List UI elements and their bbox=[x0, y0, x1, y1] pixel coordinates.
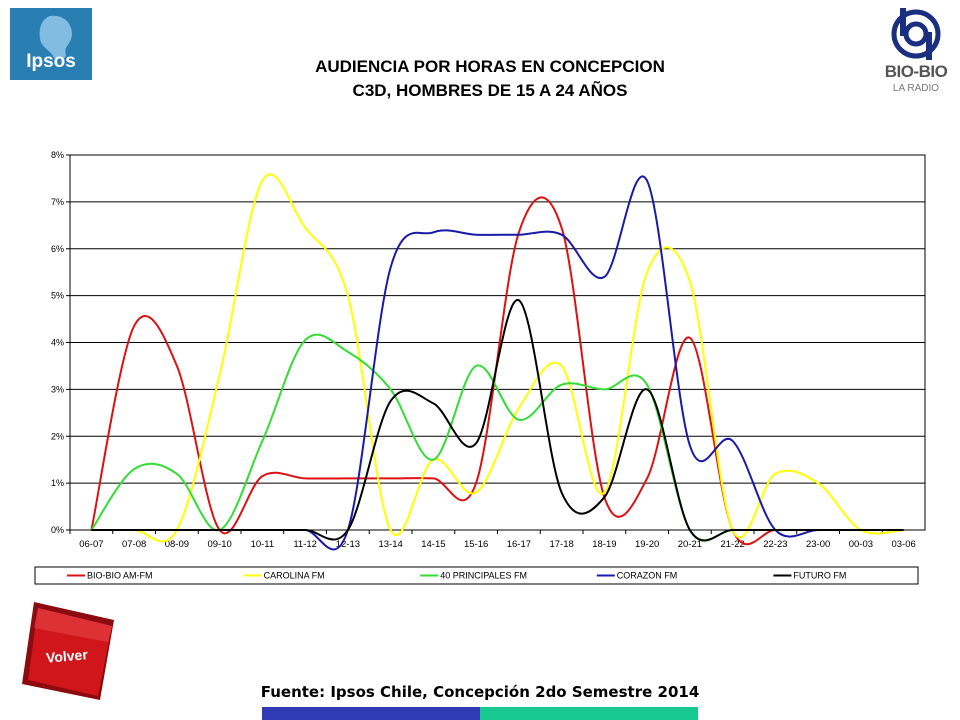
x-tick-label: 22-23 bbox=[763, 539, 787, 550]
legend-box bbox=[34, 566, 919, 585]
x-tick-label: 10-11 bbox=[251, 539, 275, 550]
y-tick-label: 3% bbox=[51, 384, 64, 394]
x-tick-label: 00-03 bbox=[849, 539, 873, 550]
volver-shape-icon bbox=[22, 602, 114, 700]
chart-title-block: AUDIENCIA POR HORAS EN CONCEPCION C3D, H… bbox=[220, 55, 760, 103]
ipsos-logo: Ipsos bbox=[10, 8, 92, 80]
legend: BIO-BIO AM-FM CAROLINA FM 40 PRINCIPALES F… bbox=[34, 566, 919, 585]
biobio-logo-subtext: LA RADIO bbox=[892, 83, 940, 94]
x-tick-label: 18-19 bbox=[592, 539, 616, 550]
x-tick-label: 23-00 bbox=[806, 539, 830, 550]
y-tick-label: 6% bbox=[51, 244, 64, 254]
y-tick-label: 1% bbox=[51, 478, 64, 488]
x-axis: 06-07 07-08 08-09 09-10 10-11 11-12 12-13 13-14… bbox=[69, 530, 916, 550]
footer-bar-right bbox=[480, 707, 698, 720]
legend-label: BIO-BIO AM-FM bbox=[87, 571, 153, 581]
legend-label: FUTURO FM bbox=[793, 571, 846, 581]
x-tick-label: 19-20 bbox=[635, 539, 659, 550]
y-tick-label: 5% bbox=[51, 291, 64, 301]
footer-bar-left bbox=[262, 707, 480, 720]
source-note: Fuente: Ipsos Chile, Concepción 2do Seme… bbox=[260, 683, 700, 701]
series-line-5 bbox=[91, 299, 904, 542]
y-axis: 0% 1% 2% 3% 4% 5% 6% 7% 8% bbox=[51, 150, 70, 535]
ipsos-head-icon bbox=[39, 15, 72, 59]
x-tick-label: 07-08 bbox=[122, 539, 146, 550]
y-tick-label: 8% bbox=[51, 150, 64, 160]
y-tick-label: 0% bbox=[51, 525, 64, 535]
y-tick-label: 2% bbox=[51, 431, 64, 441]
x-tick-label: 16-17 bbox=[507, 539, 531, 550]
x-tick-label: 12-13 bbox=[336, 539, 360, 550]
x-tick-label: 21-22 bbox=[720, 539, 744, 550]
x-tick-label: 13-14 bbox=[378, 539, 402, 550]
x-tick-label: 09-10 bbox=[207, 539, 231, 550]
x-tick-label: 03-06 bbox=[891, 539, 915, 550]
biobio-logo-text: BIO-BIO bbox=[884, 62, 948, 81]
x-tick-label: 20-21 bbox=[678, 539, 702, 550]
chart-title: AUDIENCIA POR HORAS EN CONCEPCION bbox=[315, 57, 665, 76]
series-line-2 bbox=[91, 173, 904, 543]
chart-subtitle: C3D, HOMBRES DE 15 A 24 AÑOS bbox=[352, 81, 628, 100]
x-tick-label: 08-09 bbox=[165, 539, 189, 550]
legend-label: CORAZON FM bbox=[617, 571, 678, 581]
legend-label: 40 PRINCIPALES FM bbox=[440, 571, 527, 581]
biobio-emblem-icon bbox=[891, 8, 941, 60]
x-tick-label: 11-12 bbox=[293, 539, 317, 550]
volver-button[interactable]: Volver bbox=[22, 602, 122, 702]
x-tick-label: 14-15 bbox=[421, 539, 445, 550]
x-tick-label: 17-18 bbox=[549, 539, 573, 550]
y-tick-label: 7% bbox=[51, 197, 64, 207]
x-tick-label: 15-16 bbox=[464, 539, 488, 550]
biobio-logo: BIO-BIO LA RADIO bbox=[880, 6, 952, 98]
legend-label: CAROLINA FM bbox=[264, 571, 325, 581]
y-tick-label: 4% bbox=[51, 338, 64, 348]
x-tick-label: 06-07 bbox=[79, 539, 103, 550]
ipsos-logo-text: Ipsos bbox=[26, 51, 76, 72]
series-lines bbox=[90, 173, 904, 551]
